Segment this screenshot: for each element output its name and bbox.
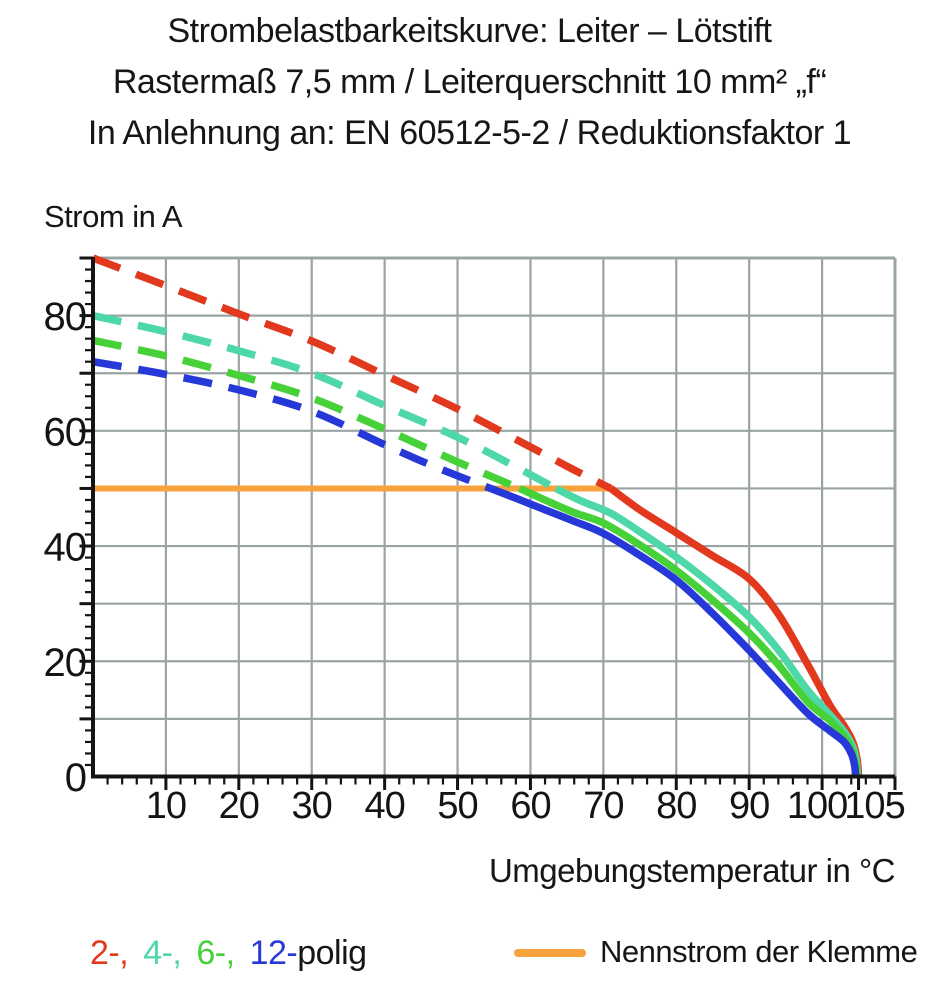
- curve-6-polig-dashed: [92, 336, 521, 492]
- curve-12-polig-dashed: [92, 358, 492, 492]
- y-tick-label: 80: [44, 295, 87, 339]
- y-tick-label: 60: [44, 410, 87, 454]
- legend-nominal-label: Nennstrom der Klemme: [600, 934, 918, 969]
- axes: [91, 257, 895, 779]
- x-axis-title: Umgebungstemperatur in °C: [488, 852, 896, 889]
- y-tick-label: 40: [44, 526, 87, 570]
- plot-frame: [93, 256, 897, 777]
- curve-12-polig-solid: [488, 484, 860, 777]
- curve-6-polig-solid: [517, 484, 861, 777]
- y-tick-label: 20: [44, 641, 87, 685]
- curve-4-polig-dashed: [92, 311, 558, 492]
- curve-2-polig-dashed: [91, 254, 613, 492]
- legend-pole-12: 12-: [249, 934, 298, 972]
- x-tick-label: 90: [729, 785, 769, 827]
- legend-pole-2: 2-,: [90, 934, 129, 972]
- x-tick-label: 10: [146, 785, 186, 827]
- y-axis-title: Strom in A: [44, 199, 183, 234]
- x-tick-label: 50: [437, 785, 477, 827]
- legend-poles: 2-, 4-, 6-, 12- polig: [90, 934, 367, 973]
- chart-title: Strombelastbarkeitskurve: Leiter – Lötst…: [0, 6, 939, 159]
- legend-pole-4: 4-,: [143, 934, 182, 972]
- chart-title-line-3: In Anlehnung an: EN 60512-5-2 / Reduktio…: [87, 114, 852, 152]
- series-curves: [91, 254, 863, 777]
- x-tick-label: 80: [656, 785, 696, 827]
- x-tick-label: 70: [583, 785, 623, 827]
- axis-ticks: [79, 256, 897, 790]
- nominal-line-swatch: [514, 949, 586, 957]
- x-tick-label: 105: [844, 785, 904, 827]
- legend-pole-6: 6-,: [196, 934, 235, 972]
- legend: 2-, 4-, 6-, 12- polig Nennstrom der Klem…: [0, 934, 939, 984]
- chart-title-line-1: Strombelastbarkeitskurve: Leiter – Lötst…: [167, 12, 773, 50]
- x-tick-label: 60: [510, 785, 550, 827]
- legend-poles-suffix: polig: [297, 934, 367, 972]
- legend-nominal: Nennstrom der Klemme: [514, 934, 918, 970]
- x-tick-label: 30: [292, 785, 332, 827]
- x-tick-label: 40: [364, 785, 404, 827]
- chart-title-line-2: Rastermaß 7,5 mm / Leiterquerschnitt 10 …: [112, 63, 827, 101]
- grid-lines: [93, 258, 895, 777]
- x-tick-label: 100: [787, 785, 847, 827]
- y-tick-label: 0: [65, 756, 86, 800]
- x-tick-label: 20: [219, 785, 259, 827]
